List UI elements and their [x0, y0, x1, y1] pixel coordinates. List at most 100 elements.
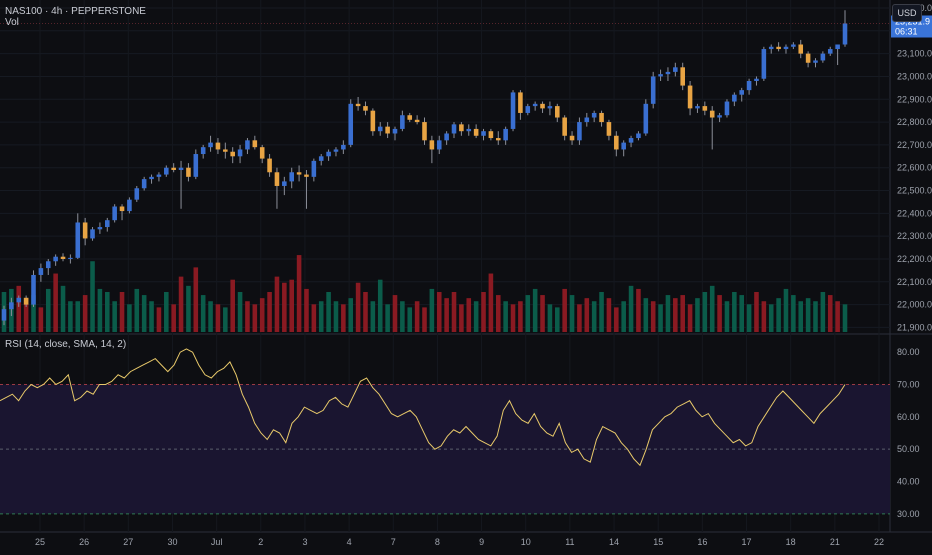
volume-bar [370, 301, 376, 332]
volume-bar [119, 292, 125, 332]
volume-bar [16, 285, 22, 332]
volume-bar [348, 298, 354, 332]
candle-body [665, 71, 671, 75]
candle-body [341, 144, 346, 150]
volume-bar [606, 298, 612, 332]
candle-body [606, 122, 612, 136]
volume-bar [503, 301, 508, 332]
volume-bar [555, 307, 560, 332]
volume-bar [53, 273, 58, 332]
volume-bar [414, 301, 420, 332]
volume-bar [193, 267, 199, 332]
price-tick-label: 23,000.0 [897, 71, 932, 81]
candle-body [215, 142, 221, 150]
volume-bar [525, 295, 531, 332]
volume-bar [842, 304, 848, 332]
volume-bar [451, 292, 457, 332]
candle-body [164, 167, 169, 175]
candle-body [311, 160, 317, 177]
volume-bar [200, 295, 206, 332]
candle-body [53, 256, 58, 262]
candle-body [45, 261, 51, 269]
volume-bars [1, 255, 848, 332]
volume-bar [230, 279, 235, 332]
volume-bar [355, 282, 361, 332]
time-tick-label: 25 [35, 537, 45, 547]
volume-bar [164, 292, 169, 332]
candle-body [724, 101, 730, 116]
volume-bar [636, 288, 641, 332]
candle-body [318, 156, 324, 161]
volume-bar [702, 292, 708, 332]
volume-bar [746, 304, 752, 332]
volume-bar [274, 276, 280, 332]
candle-body [16, 297, 22, 303]
volume-bar [776, 298, 781, 332]
candle-body [754, 78, 759, 82]
candle-body [444, 133, 449, 141]
volume-bar [304, 288, 309, 332]
candle-body [141, 179, 147, 189]
volume-bar [650, 301, 656, 332]
price-tick-label: 22,200.0 [897, 254, 932, 264]
rsi-tick-label: 80.00 [897, 347, 920, 357]
volume-bar [237, 292, 243, 332]
candle-body [1, 309, 7, 321]
candle-body [23, 297, 29, 305]
volume-bar [97, 288, 103, 332]
candle-body [798, 44, 804, 54]
volume-bar [282, 282, 287, 332]
candle-body [805, 53, 811, 63]
currency-button[interactable]: USD [892, 4, 922, 22]
volume-bar [377, 279, 383, 332]
volume-bar [547, 304, 553, 332]
candle-body [414, 119, 420, 123]
volume-bar [252, 304, 258, 332]
candle-body [97, 227, 103, 230]
time-tick-label: 9 [479, 537, 484, 547]
candle-body [680, 67, 685, 86]
volume-bar [341, 304, 346, 332]
time-tick-label: 21 [830, 537, 840, 547]
candle-body [60, 256, 66, 259]
volume-bar [104, 292, 110, 332]
candle-body [540, 103, 545, 109]
volume-bar [643, 298, 649, 332]
volume-bar [112, 301, 117, 332]
price-tick-label: 22,700.0 [897, 140, 932, 150]
volume-bar [267, 292, 272, 332]
candle-body [186, 167, 191, 177]
volume-bar [156, 307, 162, 332]
volume-bar [141, 295, 147, 332]
time-tick-label: 17 [742, 537, 752, 547]
candle-body [768, 46, 774, 50]
volume-bar [363, 292, 368, 332]
volume-bar [805, 298, 811, 332]
volume-bar [665, 295, 671, 332]
volume-bar [333, 301, 339, 332]
time-tick-label: 4 [347, 537, 352, 547]
candle-body [614, 135, 619, 150]
axes: 23,300.023,200.023,100.023,000.022,900.0… [0, 3, 932, 547]
price-tick-label: 22,900.0 [897, 94, 932, 104]
volume-bar [245, 301, 250, 332]
candle-body [400, 115, 405, 129]
volume-bar [540, 295, 545, 332]
volume-bar [127, 304, 132, 332]
candle-body [599, 112, 604, 123]
volume-bar [621, 301, 626, 332]
volume-bar [584, 298, 590, 332]
candle-body [791, 44, 796, 47]
volume-bar [835, 301, 840, 332]
volume-label: Vol [5, 17, 19, 28]
time-tick-label: 26 [79, 537, 89, 547]
price-tick-label: 22,400.0 [897, 208, 932, 218]
candle-body [289, 172, 294, 182]
rsi-tick-label: 70.00 [897, 380, 920, 390]
rsi-line [0, 348, 846, 467]
rsi-tick-label: 50.00 [897, 444, 920, 454]
candle-body [200, 147, 206, 155]
volume-bar [318, 301, 324, 332]
